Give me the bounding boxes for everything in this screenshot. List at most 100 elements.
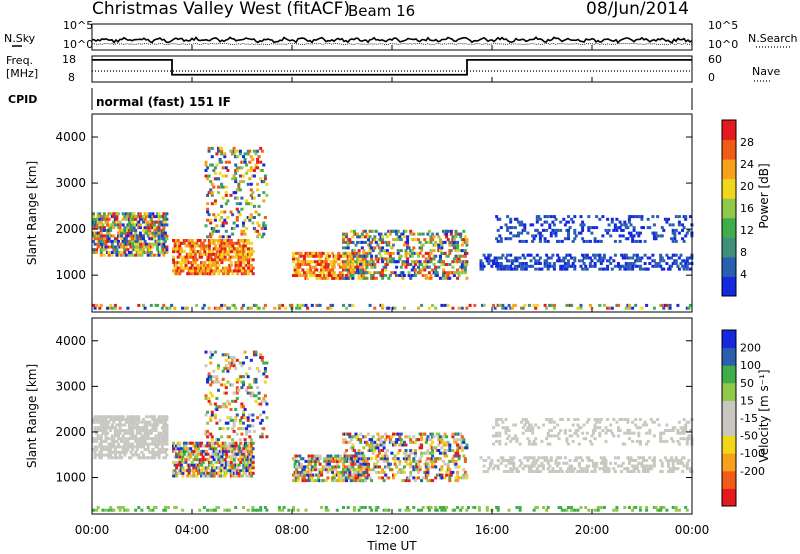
range-cell [412,232,416,236]
range-cell [192,244,196,248]
range-cell [123,215,127,219]
range-cell [246,169,250,172]
range-cell [667,461,670,465]
range-cell [184,460,188,464]
range-cell [301,457,305,461]
range-cell [214,244,218,248]
range-cell [112,212,116,216]
range-cell [648,431,652,435]
range-cell [349,459,353,463]
range-cell [349,462,353,466]
range-cell [387,240,391,244]
range-cell [429,446,433,450]
colorbar-segment [722,178,736,199]
range-cell [537,267,541,271]
range-cell [213,508,217,512]
range-cell [313,462,317,466]
range-cell [247,272,250,276]
range-cell [172,255,175,259]
range-cell [613,264,617,268]
range-cell [624,262,628,265]
range-cell [214,247,218,251]
range-cell [429,451,433,455]
range-cell [540,234,544,238]
range-cell [101,239,105,243]
range-cell [223,303,227,307]
range-cell [487,456,491,460]
range-cell [96,242,100,246]
range-cell [249,202,253,206]
range-cell [540,456,544,460]
range-cell [237,458,241,462]
range-cell [302,271,306,275]
range-cell [138,456,142,460]
range-cell [200,469,204,473]
range-cell [685,442,689,446]
range-cell [451,235,455,239]
range-cell [413,451,417,455]
range-cell [113,223,117,227]
range-cell [568,429,572,432]
range-cell [417,260,420,264]
range-cell [592,431,595,435]
range-cell [627,220,631,224]
range-cell [431,432,435,436]
range-cell [617,434,620,438]
range-cell [362,446,366,450]
range-cell [160,234,164,238]
range-cell [118,226,122,230]
range-cell [220,460,224,464]
range-cell [401,271,405,275]
range-cell [163,420,167,424]
range-cell [251,266,255,270]
range-cell [129,426,133,430]
range-cell [226,460,230,464]
range-cell [418,468,422,472]
range-cell [254,380,258,384]
range-cell [510,267,514,271]
range-cell [537,262,541,265]
range-cell [214,255,218,259]
range-cell [93,450,97,454]
range-cell [532,439,536,443]
range-cell [390,468,394,472]
range-cell [354,243,358,247]
range-cell [429,479,433,483]
range-cell [342,232,345,236]
range-cell [157,437,161,441]
range-cell [359,476,363,480]
range-cell [254,152,258,156]
range-cell [121,239,125,243]
range-cell [409,449,413,452]
range-cell [247,247,250,251]
range-cell [462,476,466,480]
range-cell [329,263,333,266]
range-cell [126,248,130,252]
range-cell [260,149,264,153]
range-cell [190,463,194,467]
range-cell [176,239,180,242]
range-cell [175,263,179,267]
range-cell [527,423,531,427]
range-cell [120,237,124,241]
range-cell [145,423,149,427]
range-cell [149,245,153,249]
range-cell [251,418,255,422]
range-cell [200,474,204,478]
range-cell [557,256,561,260]
range-cell [209,163,213,167]
range-cell [95,453,99,457]
range-cell [151,231,155,235]
range-cell [418,240,422,244]
range-cell [242,160,245,164]
range-cell [256,508,260,512]
range-cell [427,265,431,269]
range-cell [462,473,466,477]
range-cell [643,262,647,265]
nsky-trace [91,36,693,44]
range-cell [410,268,414,272]
range-cell [157,253,161,257]
range-cell [251,221,255,225]
range-cell [132,453,136,457]
range-cell [165,439,169,443]
